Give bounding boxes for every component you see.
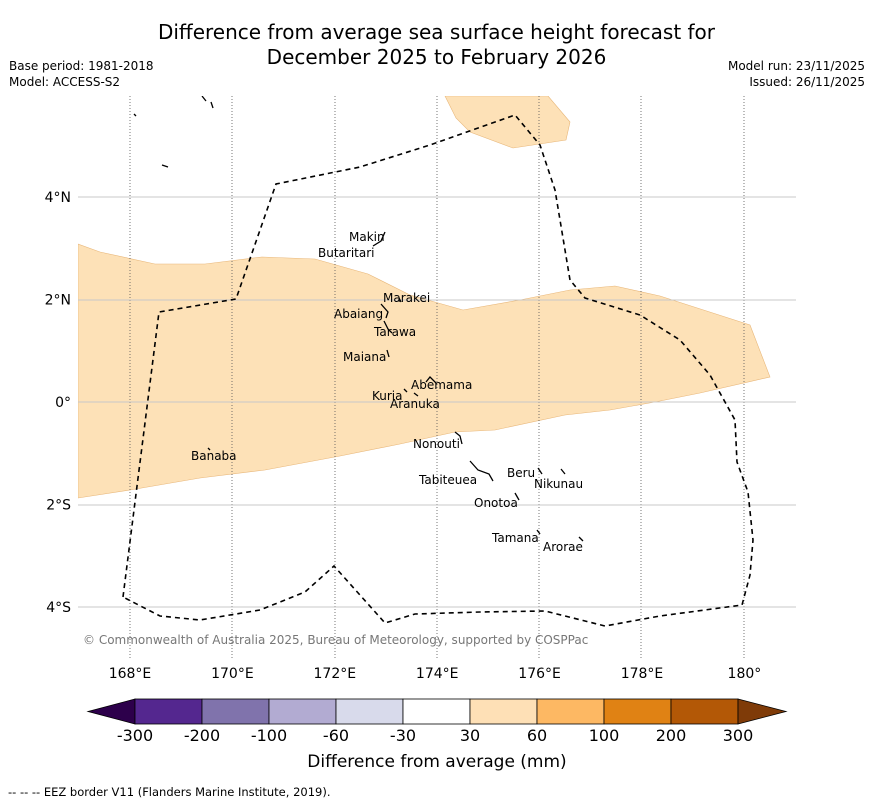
colorbar-tick-label: 300 [723,726,754,745]
meta-left: Base period: 1981-2018 Model: ACCESS-S2 [9,58,154,90]
colorbar-bin [402,698,471,725]
anomaly-band-main [78,243,771,499]
eez-footnote: -- -- -- EEZ border V11 (Flanders Marine… [8,785,331,799]
lon-tick-label: 168°E [109,666,152,682]
island-label: Tabiteuea [418,473,477,487]
issued-date: Issued: 26/11/2025 [749,75,865,89]
island-label: Onotoa [474,496,518,510]
colorbar-bin [134,698,203,725]
island-label: Maiana [343,350,386,364]
island-label: Abaiang [334,307,383,321]
lat-tick-label: 4°S [46,600,71,616]
island-label: Beru [507,466,535,480]
island-label: Tarawa [373,325,416,339]
lon-tick-label: 178°E [621,666,664,682]
copyright-notice: © Commonwealth of Australia 2025, Bureau… [83,633,588,647]
lon-tick-label: 176°E [518,666,561,682]
island-label: Nikunau [534,477,583,491]
colorbar: -300 -200 -100 -60 -30 30 60 100 200 300 [86,698,788,745]
map-title: Difference from average sea surface heig… [0,20,873,70]
latitude-axis: 4°N 2°N 0° 2°S 4°S [45,190,72,616]
colorbar-tick-label: 30 [460,726,480,745]
lon-tick-label: 174°E [416,666,459,682]
colorbar-bin [335,698,404,725]
colorbar-tick-label: -100 [251,726,287,745]
island-outlines [133,96,584,542]
model-run: Model run: 23/11/2025 [727,59,865,73]
lon-tick-label: 170°E [211,666,254,682]
model-name: Model: ACCESS-S2 [9,75,121,89]
anomaly-blob-north [444,96,571,149]
colorbar-bin [469,698,538,725]
island-label: Makin [349,230,385,244]
title-line-1: Difference from average sea surface heig… [157,20,716,44]
island-label: Banaba [191,449,237,463]
colorbar-label: Difference from average (mm) [307,752,566,772]
colorbar-under-arrow [86,698,136,725]
lat-tick-label: 0° [55,395,71,411]
title-line-2: December 2025 to February 2026 [266,45,607,69]
colorbar-tick-label: -30 [390,726,416,745]
island-label: Kuria [372,389,403,403]
meta-right: Model run: 23/11/2025 Issued: 26/11/2025 [728,58,865,90]
colorbar-bin [201,698,270,725]
colorbar-tick-label: -300 [117,726,153,745]
colorbar-bin [536,698,605,725]
island-label: Arorae [543,540,583,554]
colorbar-over-arrow [737,698,788,725]
lat-tick-label: 2°S [46,498,71,514]
lat-tick-label: 2°N [45,293,71,309]
island-label: Aranuka [390,397,440,411]
island-label: Marakei [383,291,430,305]
colorbar-tick-label: -60 [323,726,349,745]
island-label: Butaritari [318,246,375,260]
longitude-axis: 168°E 170°E 172°E 174°E 176°E 178°E 180° [109,666,762,682]
longitude-gridlines [129,96,745,660]
colorbar-tick-label: 100 [589,726,620,745]
colorbar-bin [268,698,337,725]
eez-border [122,114,754,627]
latitude-gridlines [78,196,796,608]
island-label: Nonouti [413,437,460,451]
colorbar-tick-label: -200 [184,726,220,745]
lon-tick-label: 180° [728,666,762,682]
island-label: Tamana [491,531,539,545]
colorbar-tick-label: 200 [656,726,687,745]
colorbar-bin [603,698,672,725]
colorbar-bin [670,698,739,725]
base-period: Base period: 1981-2018 [9,59,154,73]
lon-tick-label: 172°E [314,666,357,682]
lat-tick-label: 4°N [45,190,71,206]
island-label: Abemama [411,378,472,392]
colorbar-tick-label: 60 [527,726,547,745]
